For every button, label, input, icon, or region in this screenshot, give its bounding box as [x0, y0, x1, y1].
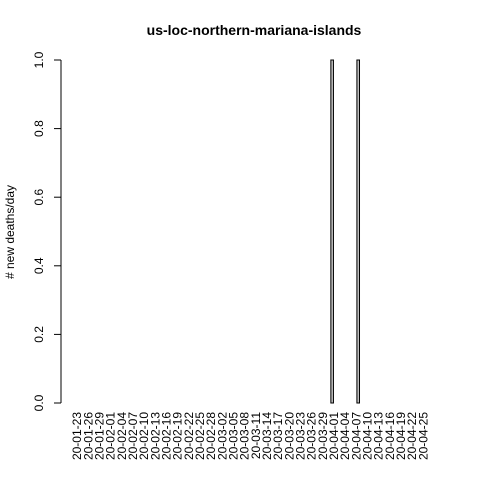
x-tick-label: 20-04-22: [405, 412, 419, 460]
y-tick-label: 0.2: [32, 326, 46, 343]
x-tick-label: 20-04-04: [338, 412, 352, 460]
x-tick-label: 20-02-28: [204, 412, 218, 460]
x-tick-label: 20-04-10: [361, 412, 375, 460]
x-tick-label: 20-02-25: [193, 412, 207, 460]
x-tick-label: 20-02-07: [126, 412, 140, 460]
x-tick-label: 20-04-01: [327, 412, 341, 460]
y-tick-label: 1.0: [32, 51, 46, 68]
x-tick-label: 20-03-17: [271, 412, 285, 460]
x-tick-label: 20-02-19: [171, 412, 185, 460]
x-tick-label: 20-04-16: [383, 412, 397, 460]
y-tick-label: 0.8: [32, 120, 46, 137]
x-tick-label: 20-02-10: [137, 412, 151, 460]
y-axis-label: # new deaths/day: [3, 185, 17, 279]
y-tick-label: 0.6: [32, 189, 46, 206]
x-tick-label: 20-02-13: [148, 412, 162, 460]
x-tick-label: 20-04-13: [372, 412, 386, 460]
x-tick-label: 20-01-23: [70, 412, 84, 460]
x-tick-label: 20-02-01: [104, 412, 118, 460]
bar: [356, 59, 361, 404]
x-tick-label: 20-03-29: [316, 412, 330, 460]
y-tick-label: 0.0: [32, 394, 46, 411]
chart-title: us-loc-northern-mariana-islands: [147, 22, 362, 38]
y-axis: 0.0 0.2 0.4 0.6 0.8 1.0: [32, 51, 62, 411]
x-tick-label: 20-01-29: [93, 412, 107, 460]
x-tick-label: 20-02-16: [160, 412, 174, 460]
x-tick-label: 20-01-26: [81, 412, 95, 460]
x-tick-label: 20-03-11: [249, 412, 263, 459]
x-tick-label: 20-03-23: [294, 412, 308, 460]
x-tick-label: 20-03-20: [282, 412, 296, 460]
x-axis: 20-01-2320-01-2620-01-2920-02-0120-02-04…: [70, 412, 430, 460]
x-tick-label: 20-03-14: [260, 412, 274, 460]
x-tick-label: 20-03-08: [238, 412, 252, 460]
x-tick-label: 20-03-26: [305, 412, 319, 460]
x-tick-label: 20-04-19: [394, 412, 408, 460]
x-tick-label: 20-03-02: [215, 412, 229, 460]
x-tick-label: 20-03-05: [227, 412, 241, 460]
bars: [330, 59, 361, 404]
x-tick-label: 20-04-25: [416, 412, 430, 460]
y-tick-label: 0.4: [32, 257, 46, 274]
x-tick-label: 20-02-04: [115, 412, 129, 460]
x-tick-label: 20-02-22: [182, 412, 196, 460]
bar: [330, 59, 334, 404]
x-tick-label: 20-04-07: [349, 412, 363, 460]
